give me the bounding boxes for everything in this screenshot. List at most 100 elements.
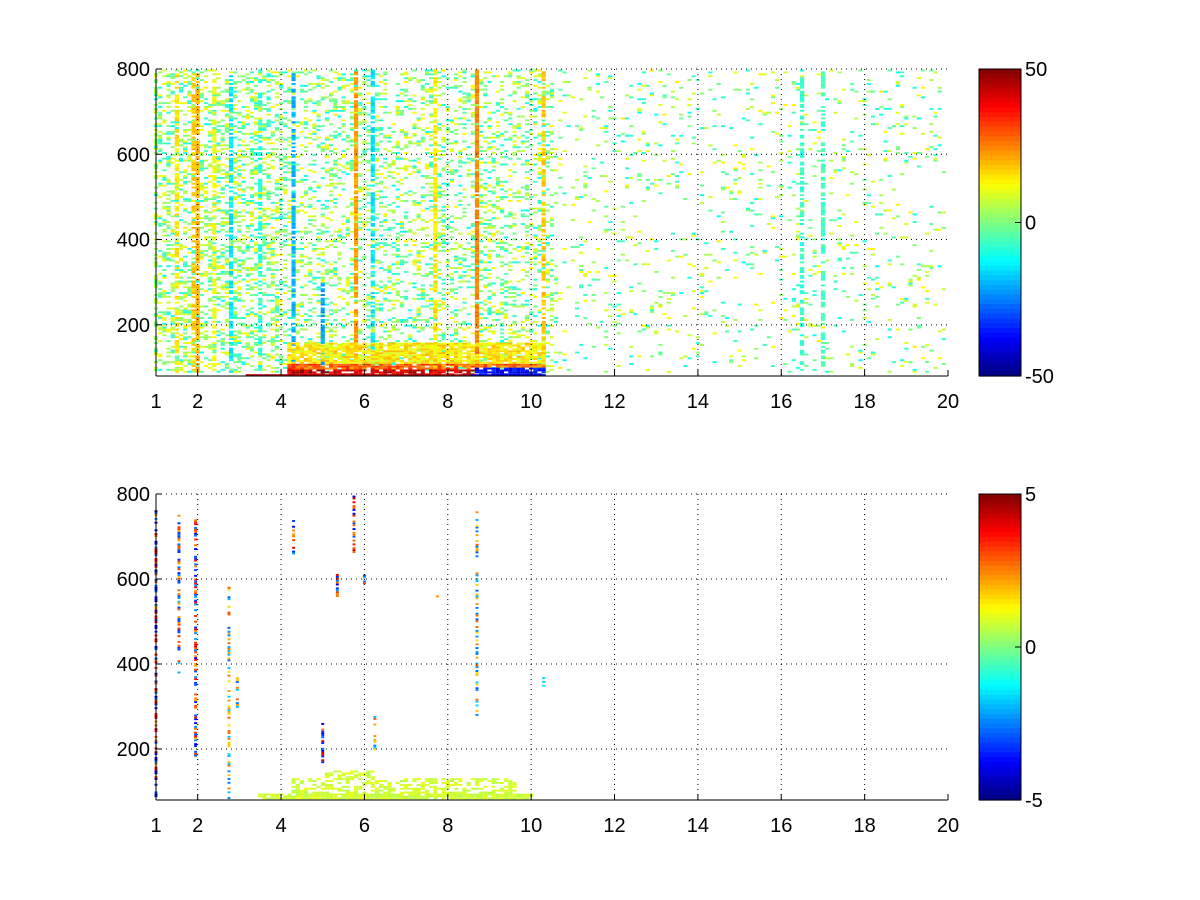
heatmap-cell [445, 226, 450, 229]
heatmap-cell [199, 88, 204, 91]
heatmap-cell [545, 269, 550, 271]
heatmap-cell [412, 340, 417, 342]
heatmap-cell [604, 343, 609, 346]
heatmap-cell [258, 130, 263, 133]
heatmap-cell [699, 295, 705, 298]
heatmap-cell [420, 284, 425, 287]
heatmap-cell [299, 123, 304, 126]
heatmap-cell [283, 217, 288, 220]
heatmap-cell [162, 142, 167, 145]
heatmap-cell [249, 307, 254, 310]
heatmap-cell [266, 198, 271, 201]
heatmap-cell [537, 132, 542, 135]
heatmap-cell [508, 224, 513, 227]
heatmap-cell [424, 167, 430, 170]
heatmap-cell [516, 196, 521, 199]
heatmap-cell [483, 201, 488, 204]
heatmap-cell [712, 161, 717, 164]
heatmap-cell [224, 366, 229, 369]
heatmap-cell [362, 272, 367, 275]
heatmap-cell [508, 169, 513, 172]
heatmap-cell [162, 175, 167, 177]
heatmap-cell [199, 186, 204, 189]
heatmap-cell [504, 190, 509, 193]
heatmap-cell [508, 292, 513, 295]
heatmap-cell [241, 201, 246, 204]
heatmap-cell [779, 107, 784, 110]
heatmap-cell [224, 230, 229, 233]
heatmap-cell [566, 94, 571, 97]
heatmap-cell [170, 334, 175, 337]
heatmap-cell [170, 215, 175, 218]
heatmap-cell [187, 198, 192, 201]
heatmap-cell [287, 75, 292, 78]
heatmap-cell [504, 215, 509, 218]
heatmap-cell [587, 69, 592, 72]
heatmap-cell [449, 340, 455, 342]
heatmap-cell [399, 305, 405, 308]
heatmap-cell [483, 269, 488, 271]
heatmap-cell [283, 90, 288, 93]
heatmap-cell [333, 109, 338, 112]
heatmap-cell [429, 115, 434, 118]
heatmap-cell [737, 88, 742, 91]
heatmap-cell [504, 111, 509, 114]
heatmap-cell [224, 148, 229, 151]
heatmap-cell [520, 77, 525, 80]
heatmap-cell [249, 355, 254, 358]
heatmap-cell [241, 361, 246, 364]
heatmap-cell [408, 79, 413, 82]
heatmap-cell [241, 153, 246, 156]
heatmap-cell [312, 247, 317, 250]
heatmap-cell [178, 196, 184, 199]
heatmap-cell [295, 155, 300, 158]
heatmap-cell [178, 318, 184, 321]
heatmap-cell [278, 182, 284, 185]
heatmap-cell [670, 96, 675, 99]
heatmap-cell [278, 361, 284, 364]
heatmap-cell [316, 186, 321, 189]
heatmap-cell [379, 180, 384, 183]
heatmap-cell [170, 153, 175, 156]
heatmap-cell [391, 184, 396, 187]
heatmap-cell [491, 330, 496, 333]
heatmap-cell [358, 226, 363, 229]
heatmap-cell [312, 207, 317, 210]
heatmap-cell [278, 102, 284, 105]
heatmap-cell [199, 109, 204, 112]
heatmap-cell [212, 152, 217, 154]
heatmap-cell [249, 365, 254, 367]
heatmap-cell [320, 230, 325, 233]
heatmap-cell [245, 284, 250, 287]
heatmap-cell [241, 150, 246, 153]
heatmap-cell [328, 244, 334, 247]
heatmap-cell [178, 109, 184, 112]
heatmap-cell [516, 261, 521, 264]
heatmap-cell [449, 267, 455, 270]
heatmap-cell [437, 173, 442, 176]
heatmap-cell [537, 159, 542, 162]
heatmap-cell [491, 232, 496, 235]
heatmap-cell [262, 188, 267, 191]
heatmap-cell [341, 290, 346, 293]
heatmap-cell [228, 173, 234, 176]
heatmap-cell [479, 81, 484, 83]
heatmap-cell [178, 138, 184, 141]
heatmap-cell [412, 317, 417, 319]
heatmap-cell [233, 353, 238, 356]
heatmap-cell [245, 201, 250, 204]
heatmap-cell [316, 257, 321, 260]
heatmap-cell [712, 109, 717, 112]
heatmap-cell [220, 228, 225, 231]
heatmap-cell [466, 157, 471, 160]
heatmap-cell [299, 121, 304, 124]
heatmap-cell [191, 251, 196, 254]
heatmap-cell [216, 363, 221, 366]
heatmap-cell [203, 365, 209, 367]
heatmap-cell [166, 190, 171, 193]
heatmap-cell [379, 320, 384, 323]
heatmap-cell [203, 144, 209, 147]
heatmap-cell [158, 196, 163, 199]
heatmap-cell [262, 282, 267, 285]
heatmap-cell [529, 244, 534, 247]
